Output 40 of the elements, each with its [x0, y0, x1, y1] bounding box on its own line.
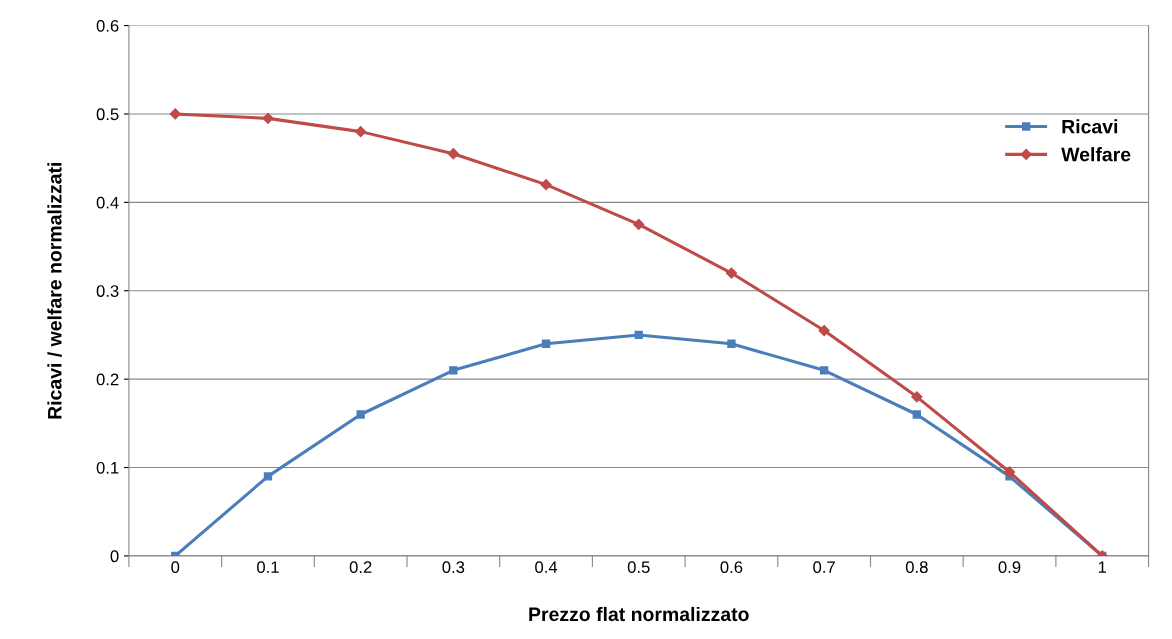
point: [447, 148, 459, 160]
point: [911, 391, 923, 403]
x-tick-label: 1: [1098, 561, 1107, 573]
point: [725, 267, 738, 279]
x-tick-label: 0.7: [813, 561, 835, 574]
point: [355, 126, 367, 138]
x-tick-label: 0.6: [720, 561, 743, 574]
x-axis-title: Prezzo flat normalizzato: [529, 606, 749, 622]
point: [262, 112, 274, 124]
x-tick-label: 0.9: [998, 561, 1021, 574]
point: [633, 218, 645, 231]
x-tick-label: 0.2: [349, 561, 372, 574]
point: [540, 179, 552, 191]
point: [541, 339, 551, 348]
x-tick-label: 0.4: [535, 561, 558, 574]
point: [818, 324, 830, 337]
point: [1003, 466, 1016, 478]
x-tick-label: 0.8: [905, 561, 928, 574]
point: [356, 410, 365, 419]
y-tick-label: 0: [110, 550, 119, 563]
y-tick-label: 0.3: [96, 285, 119, 297]
point: [727, 339, 736, 348]
point: [912, 410, 921, 419]
legend-label: Welfare: [1061, 147, 1131, 162]
x-tick-label: 0.5: [627, 561, 650, 574]
x-tick-label: 0: [171, 561, 180, 574]
y-tick-label: 0.2: [96, 373, 119, 386]
y-tick-label: 0.1: [96, 461, 119, 474]
x-tick-label: 0.1: [257, 561, 279, 574]
point: [449, 366, 458, 375]
x-tick-label: 0.3: [442, 561, 465, 574]
y-tick-label: 0.5: [96, 108, 119, 121]
point: [169, 108, 181, 120]
point: [634, 330, 643, 340]
y-tick-label: 0.4: [96, 196, 119, 209]
legend-label: Ricavi: [1062, 119, 1118, 134]
y-tick-label: 0.6: [96, 19, 119, 32]
point: [819, 366, 829, 375]
point: [263, 472, 273, 481]
y-axis-title: Ricavi / welfare normalizzati: [47, 162, 62, 419]
